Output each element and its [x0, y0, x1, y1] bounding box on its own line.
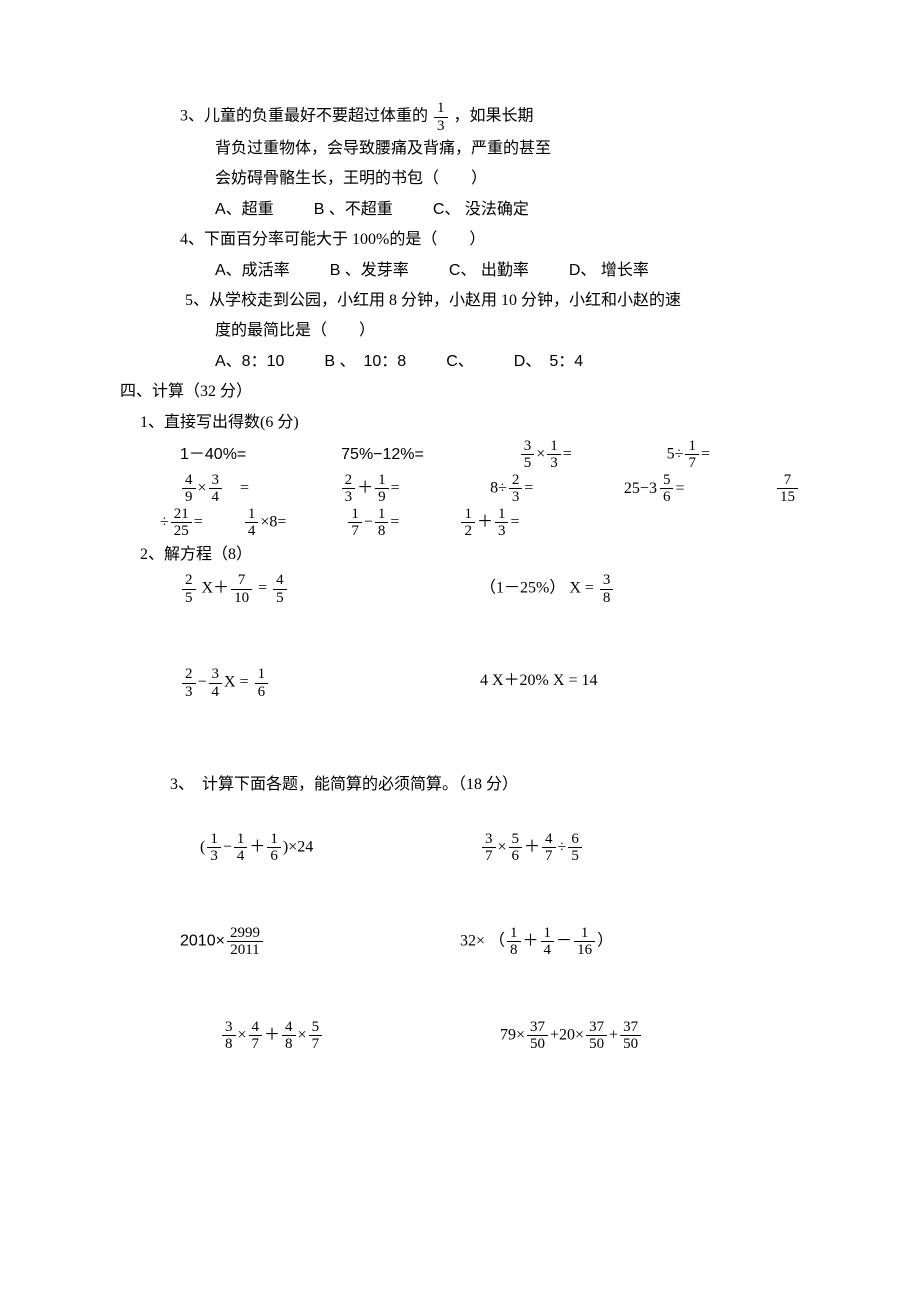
q5-opt-b: B 、 10：8	[324, 347, 406, 377]
p3-c5: 38×47＋48×57	[220, 1019, 500, 1053]
p2-row2: 23−34X = 16 4 X＋20% X = 14	[120, 666, 800, 700]
q4-opt-c: C、 出勤率	[449, 256, 529, 286]
q3-line1: 3、儿童的负重最好不要超过体重的 13 ，如果长期	[120, 100, 800, 134]
p3-c1: (13−14＋16)×24	[200, 831, 480, 865]
p1-title: 1、直接写出得数(6 分)	[120, 408, 800, 438]
q4-opt-d: D、 增长率	[569, 256, 649, 286]
q3-prefix: 3、儿童的负重最好不要超过体重的	[180, 108, 428, 125]
q4-text: 4、下面百分率可能大于 100%的是（ ）	[120, 225, 800, 255]
fraction-1-3: 13	[434, 100, 448, 134]
section-4-title: 四、计算（32 分）	[120, 377, 800, 407]
p3-title: 3、 计算下面各题，能简算的必须简算。（18 分）	[120, 770, 800, 800]
p3-row2: 2010×29992011 32× （18＋14－116）	[120, 925, 800, 959]
q3-opt-b: B 、不超重	[314, 195, 393, 225]
q3-opt-c: C、 没法确定	[433, 195, 529, 225]
p1-j: 14×8=	[243, 506, 287, 540]
p1-d: 5÷17=	[667, 438, 710, 472]
p3-c3: 2010×29992011	[180, 925, 460, 959]
q4-options: A、成活率 B 、发芽率 C、 出勤率 D、 增长率	[120, 256, 800, 286]
q3-line2: 背负过重物体，会导致腰痛及背痛，严重的甚至	[120, 134, 800, 164]
p1-l: 12＋13=	[459, 506, 519, 540]
p2-eq2: （1－25%） X = 38	[480, 572, 780, 606]
p1-b: 75%−12%=	[341, 440, 424, 470]
p1-c: 35×13=	[519, 438, 572, 472]
p2-eq3: 23−34X = 16	[180, 666, 480, 700]
p3-c4: 32× （18＋14－116）	[460, 925, 740, 959]
q5-options: A、8：10 B 、 10：8 C、 D、 5：4	[120, 347, 800, 377]
p1-e: 49×34 =	[180, 472, 249, 506]
p1-i: ÷2125=	[160, 506, 203, 540]
p2-title: 2、解方程（8）	[120, 540, 800, 570]
p1-row3: ÷2125= 14×8= 17−18= 12＋13=	[120, 506, 800, 540]
p3-c6: 79×3750+20×3750+3750	[500, 1019, 780, 1053]
q5-line1: 5、从学校走到公园，小红用 8 分钟，小赵用 10 分钟，小红和小赵的速	[120, 286, 800, 316]
p2-eq4: 4 X＋20% X = 14	[480, 666, 780, 700]
q3-options: A、超重 B 、不超重 C、 没法确定	[120, 195, 800, 225]
q4-opt-b: B 、发芽率	[330, 256, 409, 286]
q3-opt-a: A、超重	[215, 195, 274, 225]
p1-a: 1－40%=	[180, 440, 246, 470]
p1-f: 23＋19=	[340, 472, 400, 506]
q5-opt-d: D、 5：4	[514, 347, 583, 377]
p1-row1: 1－40%= 75%−12%= 35×13= 5÷17=	[120, 438, 800, 472]
q5-line2: 度的最简比是（ ）	[120, 316, 800, 346]
p1-tail: 715	[775, 472, 800, 506]
p2-row1: 25 X＋710 = 45 （1－25%） X = 38	[120, 572, 800, 606]
p1-h: 25−356=	[624, 472, 685, 506]
q3-line3: 会妨碍骨骼生长，王明的书包（ ）	[120, 164, 800, 194]
q5-opt-c: C、	[446, 347, 474, 377]
p2-eq1: 25 X＋710 = 45	[180, 572, 480, 606]
p3-row1: (13−14＋16)×24 37×56＋47÷65	[120, 831, 800, 865]
p3-row3: 38×47＋48×57 79×3750+20×3750+3750	[120, 1019, 800, 1053]
p1-k: 17−18=	[346, 506, 399, 540]
q5-opt-a: A、8：10	[215, 347, 284, 377]
q3-suffix: ，如果长期	[454, 108, 534, 125]
p3-c2: 37×56＋47÷65	[480, 831, 760, 865]
q4-opt-a: A、成活率	[215, 256, 290, 286]
p1-row2: 49×34 = 23＋19= 8÷23= 25−356= 715	[120, 472, 800, 506]
p1-g: 8÷23=	[490, 472, 533, 506]
